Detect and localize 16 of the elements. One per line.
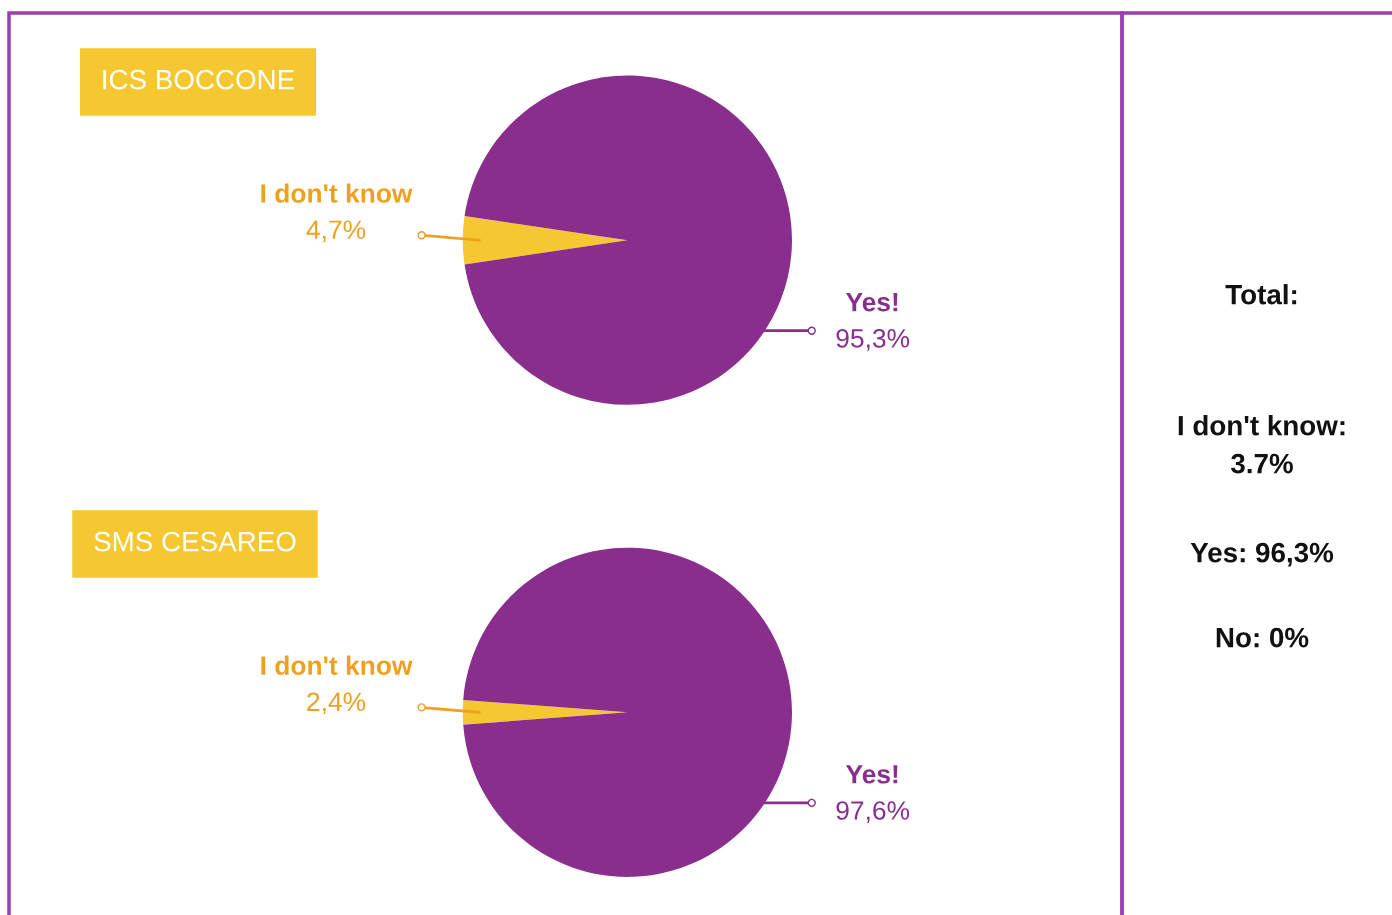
data-label: 97,6% bbox=[836, 801, 910, 823]
pie-slice bbox=[462, 215, 628, 265]
slice-label: Yes! bbox=[845, 765, 898, 784]
text: Total: bbox=[1225, 284, 1297, 305]
slice-label: I don't know bbox=[261, 655, 413, 675]
text: Yes: 96,3% bbox=[1190, 542, 1334, 567]
text: No: 0% bbox=[1216, 627, 1309, 648]
slice-label: Yes! bbox=[845, 293, 898, 312]
data-label: 2,4% bbox=[307, 692, 366, 715]
data-label: 95,3% bbox=[836, 329, 910, 351]
data-label: 4,7% bbox=[306, 220, 366, 243]
chart-title: SMS CESAREO bbox=[94, 531, 296, 552]
slice-label: I don't know bbox=[261, 183, 413, 203]
text: I don't know: 3.7% bbox=[1178, 415, 1345, 474]
chart-title: ICS BOCCONE bbox=[103, 69, 295, 90]
pie-slice bbox=[462, 699, 628, 725]
